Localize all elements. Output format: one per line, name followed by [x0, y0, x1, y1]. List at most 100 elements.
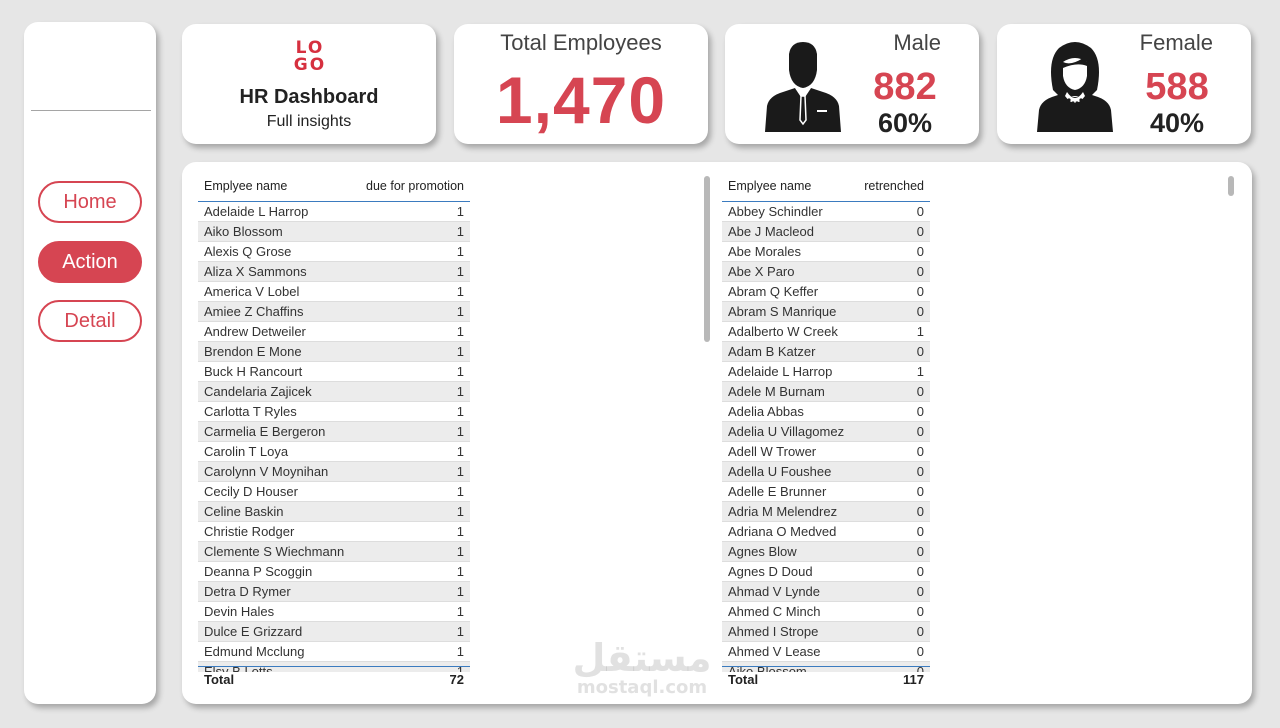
employee-name-cell: Agnes D Doud [728, 564, 813, 579]
table-row[interactable]: Cecily D Houser 1 [198, 482, 470, 502]
value-cell: 1 [456, 284, 464, 299]
table-row[interactable]: Agnes Blow 0 [722, 542, 930, 562]
table-row[interactable]: Abbey Schindler 0 [722, 202, 930, 222]
employee-name-cell: Aiko Blossom [728, 664, 807, 672]
retrenched-scrollbar[interactable] [1228, 176, 1234, 196]
table-row[interactable]: Deanna P Scoggin 1 [198, 562, 470, 582]
employee-name-cell: Edmund Mcclung [204, 644, 305, 659]
table-row[interactable]: Candelaria Zajicek 1 [198, 382, 470, 402]
table-body: Abbey Schindler 0 Abe J Macleod 0 Abe Morale… [722, 202, 930, 672]
table-row[interactable]: Celine Baskin 1 [198, 502, 470, 522]
table-row[interactable]: Devin Hales 1 [198, 602, 470, 622]
table-row[interactable]: Adell W Trower 0 [722, 442, 930, 462]
male-icon [765, 42, 841, 132]
value-cell: 1 [456, 664, 464, 672]
employee-name-cell: Ahmed V Lease [728, 644, 821, 659]
value-cell: 1 [456, 484, 464, 499]
value-cell: 1 [456, 204, 464, 219]
table-row[interactable]: Elsy B Lotts 1 [198, 662, 470, 672]
female-card: Female 588 40% [997, 24, 1251, 144]
table-row[interactable]: Carolynn V Moynihan 1 [198, 462, 470, 482]
column-header-promotion[interactable]: due for promotion [366, 178, 464, 193]
table-row[interactable]: Edmund Mcclung 1 [198, 642, 470, 662]
table-row[interactable]: Adalberto W Creek 1 [722, 322, 930, 342]
table-row[interactable]: Aiko Blossom 0 [722, 662, 930, 672]
value-cell: 0 [916, 284, 924, 299]
action-button[interactable]: Action [38, 241, 142, 283]
detail-button[interactable]: Detail [38, 300, 142, 342]
employee-name-cell: Candelaria Zajicek [204, 384, 312, 399]
column-header-name[interactable]: Emplyee name [728, 178, 812, 193]
table-row[interactable]: Abe Morales 0 [722, 242, 930, 262]
table-body: Adelaide L Harrop 1 Aiko Blossom 1 Alexis Q … [198, 202, 470, 672]
table-row[interactable]: Adelaide L Harrop 1 [198, 202, 470, 222]
table-row[interactable]: Amiee Z Chaffins 1 [198, 302, 470, 322]
value-cell: 0 [916, 224, 924, 239]
employee-name-cell: Adelaide L Harrop [204, 204, 309, 219]
title-card: LO GO HR Dashboard Full insights [182, 24, 436, 144]
table-row[interactable]: Andrew Detweiler 1 [198, 322, 470, 342]
employee-name-cell: Adam B Katzer [728, 344, 816, 359]
table-row[interactable]: Adelle E Brunner 0 [722, 482, 930, 502]
table-row[interactable]: Detra D Rymer 1 [198, 582, 470, 602]
table-header: Emplyee name retrenched [722, 170, 930, 202]
table-row[interactable]: Abram S Manrique 0 [722, 302, 930, 322]
employee-name-cell: Adelle E Brunner [728, 484, 827, 499]
value-cell: 1 [456, 384, 464, 399]
table-row[interactable]: Ahmed C Minch 0 [722, 602, 930, 622]
value-cell: 0 [916, 424, 924, 439]
table-row[interactable]: Abe J Macleod 0 [722, 222, 930, 242]
home-button[interactable]: Home [38, 181, 142, 223]
table-row[interactable]: Carlotta T Ryles 1 [198, 402, 470, 422]
employee-name-cell: Abe X Paro [728, 264, 795, 279]
table-row[interactable]: Agnes D Doud 0 [722, 562, 930, 582]
table-row[interactable]: Carmelia E Bergeron 1 [198, 422, 470, 442]
employee-name-cell: Adella U Foushee [728, 464, 832, 479]
female-icon [1037, 42, 1113, 132]
table-row[interactable]: Abram Q Keffer 0 [722, 282, 930, 302]
employee-name-cell: Cecily D Houser [204, 484, 298, 499]
value-cell: 0 [916, 204, 924, 219]
employee-name-cell: Abram S Manrique [728, 304, 837, 319]
employee-name-cell: Aiko Blossom [204, 224, 283, 239]
value-cell: 1 [456, 304, 464, 319]
male-percent: 60% [877, 108, 933, 138]
table-row[interactable]: Adele M Burnam 0 [722, 382, 930, 402]
value-cell: 0 [916, 244, 924, 259]
table-row[interactable]: Buck H Rancourt 1 [198, 362, 470, 382]
table-row[interactable]: Adelia U Villagomez 0 [722, 422, 930, 442]
value-cell: 1 [916, 324, 924, 339]
table-row[interactable]: Alexis Q Grose 1 [198, 242, 470, 262]
male-count: 882 [873, 66, 937, 108]
column-header-retrenched[interactable]: retrenched [864, 178, 924, 193]
total-value: 72 [449, 672, 464, 687]
table-row[interactable]: Adam B Katzer 0 [722, 342, 930, 362]
table-row[interactable]: Christie Rodger 1 [198, 522, 470, 542]
table-row[interactable]: Aliza X Sammons 1 [198, 262, 470, 282]
employee-name-cell: Carolin T Loya [204, 444, 289, 459]
employee-name-cell: Adalberto W Creek [728, 324, 838, 339]
table-row[interactable]: Ahmed I Strope 0 [722, 622, 930, 642]
table-row[interactable]: Aiko Blossom 1 [198, 222, 470, 242]
table-row[interactable]: Clemente S Wiechmann 1 [198, 542, 470, 562]
value-cell: 0 [916, 524, 924, 539]
table-row[interactable]: Adelia Abbas 0 [722, 402, 930, 422]
table-row[interactable]: Abe X Paro 0 [722, 262, 930, 282]
employee-name-cell: Adelia U Villagomez [728, 424, 845, 439]
column-header-name[interactable]: Emplyee name [204, 178, 288, 193]
table-row[interactable]: Carolin T Loya 1 [198, 442, 470, 462]
promotion-scrollbar[interactable] [704, 176, 710, 342]
table-row[interactable]: Ahmad V Lynde 0 [722, 582, 930, 602]
employee-name-cell: Carolynn V Moynihan [204, 464, 329, 479]
table-row[interactable]: Adelaide L Harrop 1 [722, 362, 930, 382]
table-row[interactable]: Adriana O Medved 0 [722, 522, 930, 542]
table-row[interactable]: America V Lobel 1 [198, 282, 470, 302]
table-row[interactable]: Brendon E Mone 1 [198, 342, 470, 362]
employee-name-cell: Andrew Detweiler [204, 324, 306, 339]
table-row[interactable]: Adella U Foushee 0 [722, 462, 930, 482]
table-row[interactable]: Adria M Melendrez 0 [722, 502, 930, 522]
employee-name-cell: Elsy B Lotts [204, 664, 273, 672]
employee-name-cell: Detra D Rymer [204, 584, 291, 599]
table-row[interactable]: Ahmed V Lease 0 [722, 642, 930, 662]
table-row[interactable]: Dulce E Grizzard 1 [198, 622, 470, 642]
